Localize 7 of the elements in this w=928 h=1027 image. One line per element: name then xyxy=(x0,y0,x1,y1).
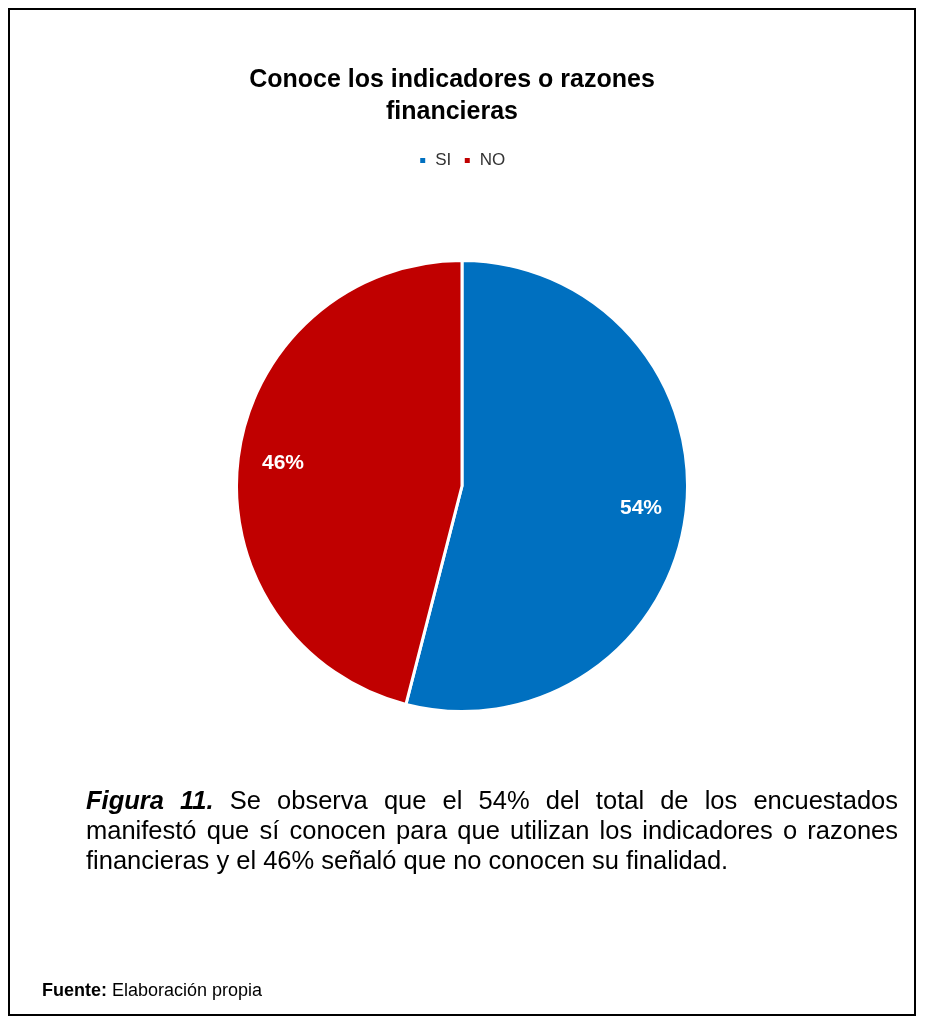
data-label: 46% xyxy=(262,450,305,474)
chart-title: Conoce los indicadores o razones financieras xyxy=(248,63,656,126)
source-note: Fuente: Elaboración propia xyxy=(42,980,263,1000)
text: Figura 11. Se observa que el 54% del total de los encuestados manifestó que sí conocen para que utilizan los indicadores o razones financieras y el 46% señaló que no conocen su finalidad. xyxy=(86,786,899,874)
legend-label: SI xyxy=(435,150,452,170)
data-label: 54% xyxy=(619,495,663,519)
legend-label: NO xyxy=(479,150,506,170)
